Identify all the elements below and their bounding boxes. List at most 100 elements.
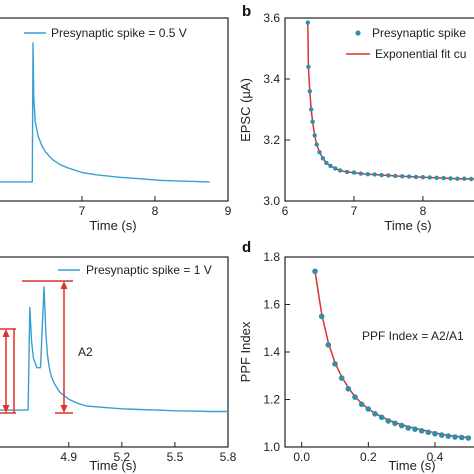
x-tick-label: 0.4 xyxy=(427,450,444,464)
data-point xyxy=(312,268,318,275)
data-point xyxy=(328,163,333,169)
data-point xyxy=(458,434,465,441)
data-point xyxy=(306,64,311,70)
x-tick-label: 4.9 xyxy=(60,450,77,464)
data-point xyxy=(406,174,412,179)
data-point xyxy=(405,425,412,431)
x-tick-label: 9 xyxy=(225,204,232,218)
data-point xyxy=(317,150,322,155)
panel-a-plot-area xyxy=(0,17,229,202)
data-point xyxy=(462,176,467,181)
a2-arrow-head-bottom xyxy=(60,405,68,413)
data-point xyxy=(441,175,446,181)
y-tick-label: 3.0 xyxy=(263,194,280,208)
panel-c-legend-label: Presynaptic spike = 1 V xyxy=(86,263,212,277)
data-point xyxy=(358,401,365,408)
data-point xyxy=(420,175,426,180)
data-point xyxy=(358,171,364,176)
panel-d-marks xyxy=(312,268,472,441)
x-tick-label: 0.0 xyxy=(293,450,310,464)
data-point xyxy=(413,174,419,180)
trace-line xyxy=(0,286,228,413)
data-point xyxy=(379,172,384,178)
data-point xyxy=(333,166,338,171)
x-tick-label: 7 xyxy=(351,204,358,218)
y-tick-label: 1.6 xyxy=(263,298,280,312)
panel-b-y-ticks: 3.0 3.2 3.4 3.6 xyxy=(263,11,290,208)
panel-b-x-ticks: 6 7 8 xyxy=(282,196,427,218)
panel-b-letter: b xyxy=(242,3,251,20)
data-point xyxy=(452,434,458,440)
panel-a-marks xyxy=(0,42,210,183)
y-tick-label: 3.2 xyxy=(263,133,280,147)
x-tick-label: 5.5 xyxy=(167,450,184,464)
data-point xyxy=(398,422,405,429)
y-tick-label: 3.4 xyxy=(263,72,280,86)
data-point xyxy=(432,430,438,437)
data-point xyxy=(365,406,372,412)
x-tick-label: 6 xyxy=(282,204,289,218)
panel-d-y-ticks: 1.0 1.2 1.4 1.6 1.8 xyxy=(263,250,290,454)
data-point xyxy=(455,176,460,181)
fit-curve xyxy=(314,271,469,439)
panel-b-y-axis-label: EPSC (µA) xyxy=(238,78,253,142)
panel-b: b 6 7 8 3.0 3.2 3.4 3.6 Presynaptic spike Exp… xyxy=(238,3,474,233)
x-tick-label: 5.2 xyxy=(114,450,131,464)
data-point xyxy=(445,433,452,439)
data-point xyxy=(469,176,474,182)
panel-a-x-axis-label: Time (s) xyxy=(89,218,136,233)
data-point xyxy=(448,176,453,181)
data-point xyxy=(314,142,319,147)
panel-d-y-axis-label: PPF Index xyxy=(238,321,253,382)
panel-b-plot-area xyxy=(284,17,474,202)
data-point xyxy=(412,426,418,433)
data-point xyxy=(325,342,332,348)
data-point xyxy=(385,418,392,424)
y-tick-label: 1.2 xyxy=(263,393,280,407)
data-point xyxy=(344,169,350,175)
panel-b-legend-marker xyxy=(355,30,361,36)
panel-c-marks xyxy=(0,286,228,413)
data-point xyxy=(393,173,398,179)
data-point xyxy=(310,119,315,124)
x-tick-label: 0.2 xyxy=(360,450,377,464)
x-tick-label: 8 xyxy=(420,204,427,218)
panel-c-x-ticks: 4.9 5.2 5.5 5.8 xyxy=(60,442,237,464)
a1-arrow-head-top xyxy=(2,329,10,337)
data-point xyxy=(332,361,338,367)
data-point xyxy=(312,133,317,138)
x-tick-label: 7 xyxy=(79,204,86,218)
data-point xyxy=(318,313,325,320)
y-tick-label: 1.8 xyxy=(263,250,280,264)
y-tick-label: 1.0 xyxy=(263,440,280,454)
data-point xyxy=(438,432,445,438)
panel-d-letter: d xyxy=(242,239,251,256)
data-point xyxy=(320,156,326,161)
data-point xyxy=(434,175,439,180)
panel-d-x-axis-label: Time (s) xyxy=(388,458,435,473)
data-point xyxy=(425,429,432,436)
data-point xyxy=(372,172,377,177)
panel-a: 7 8 9 Presynaptic spike = 0.5 V Time (s) xyxy=(0,17,232,233)
data-point xyxy=(400,174,405,179)
trace-line xyxy=(0,42,210,183)
panel-c-plot-area xyxy=(0,256,229,448)
data-point xyxy=(378,414,385,421)
panel-b-legend-label-0: Presynaptic spike xyxy=(372,26,466,40)
panel-c-a2-label: A2 xyxy=(78,345,93,359)
data-point xyxy=(352,394,358,400)
panel-c: 4.9 5.2 5.5 5.8 Presynaptic spike = 1 V A2 … xyxy=(0,256,237,473)
data-point xyxy=(305,20,310,25)
a2-arrow-head-top xyxy=(60,281,68,289)
x-tick-label: 5.8 xyxy=(220,450,237,464)
data-point xyxy=(309,107,314,112)
data-point xyxy=(338,375,345,381)
data-point xyxy=(465,435,472,441)
panel-c-amplitude-annotation xyxy=(0,280,73,414)
data-point xyxy=(418,428,425,434)
data-point xyxy=(345,386,352,392)
data-point xyxy=(427,175,432,180)
data-point xyxy=(324,160,329,166)
y-tick-label: 1.4 xyxy=(263,345,280,359)
